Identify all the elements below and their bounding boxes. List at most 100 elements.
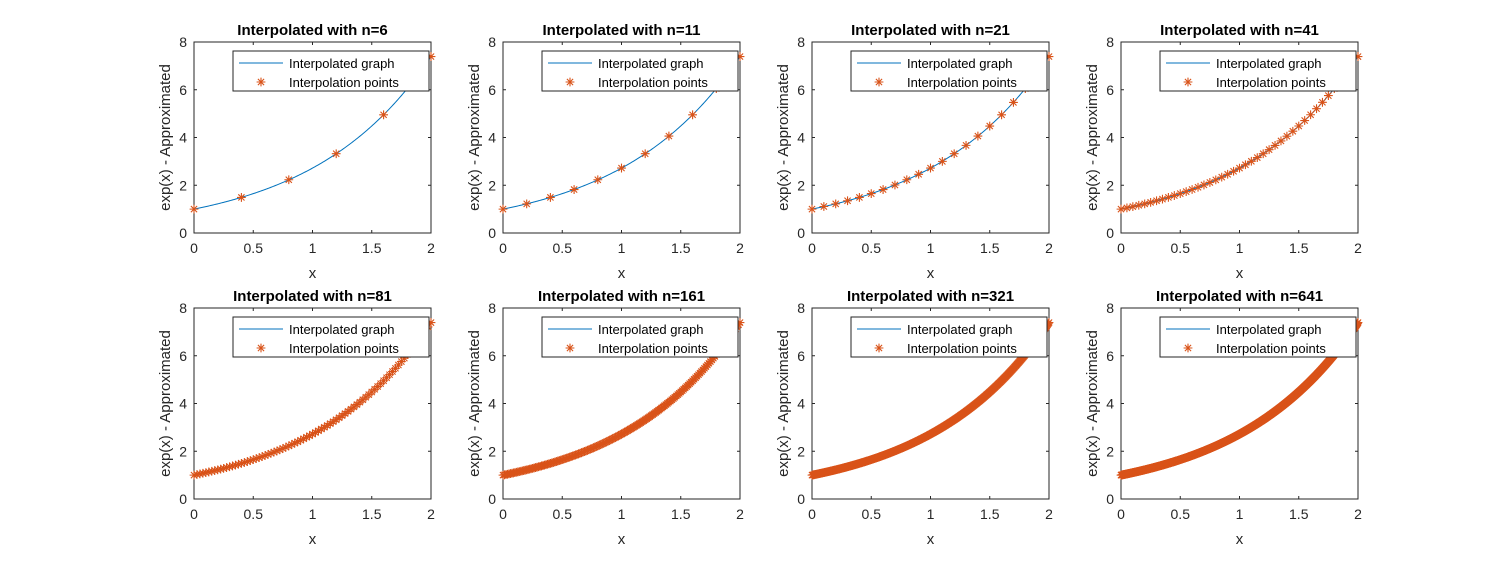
y-tick-label: 6 [179,348,187,364]
interpolation-point [565,343,575,353]
y-tick-label: 8 [488,34,496,50]
legend: Interpolated graph Interpolation points [1159,50,1357,92]
interpolation-point [192,470,202,479]
interpolation-point [1223,169,1233,179]
interpolation-point [316,424,326,434]
interpolation-point [319,422,329,432]
interpolation-point [284,441,294,451]
x-axis-label: x [309,531,317,548]
interpolation-point [997,110,1006,120]
interpolation-point [256,77,266,87]
subplot-21: 0 0.5 1 1.5 2 0 2 4 6 8 Interpolated with n=21 x exp… [775,22,1054,282]
legend-label: Interpolated graph [598,56,704,71]
interpolation-point [284,175,294,185]
interpolation-point [588,443,598,453]
x-tick-label: 0.5 [244,506,264,522]
x-tick-label: 1 [927,240,935,256]
x-tick-label: 0 [499,506,507,522]
interpolation-point [325,419,335,428]
legend-label: Interpolation points [907,75,1017,90]
interpolation-point [640,149,650,159]
interpolation-point [1134,200,1144,210]
y-tick-label: 4 [797,130,805,146]
x-tick-label: 0 [499,240,507,256]
x-axis-label: x [618,531,626,548]
interpolation-point [902,175,912,185]
interpolation-point [937,156,947,166]
interpolation-point [231,460,240,470]
interpolation-point [239,458,249,467]
x-tick-label: 1 [309,506,317,522]
interpolation-point [578,447,588,457]
subplot-title: Interpolated with n=81 [233,288,392,305]
interpolation-point [574,449,583,459]
interpolation-point [322,421,332,430]
y-tick-label: 4 [488,396,496,412]
interpolation-point [1229,166,1238,176]
x-tick-label: 2 [427,506,435,522]
interpolation-point [593,175,603,185]
interpolation-point [1318,97,1327,107]
legend-box [232,316,430,358]
interpolation-point [308,429,317,439]
x-tick-label: 2 [736,506,744,522]
y-tick-label: 4 [488,130,496,146]
interpolation-point [1353,318,1363,327]
legend-box [232,50,430,92]
interpolation-point [207,466,217,476]
x-axis-label: x [927,265,935,282]
x-tick-label: 1 [1236,506,1244,522]
interpolation-point [585,444,595,454]
subplot-title: Interpolated with n=11 [543,22,701,39]
x-tick-label: 1.5 [671,240,691,256]
interpolation-point [228,461,237,471]
y-tick-label: 8 [797,34,805,50]
x-tick-label: 0.5 [1171,240,1191,256]
y-axis-label: exp(x) - Approximated [1084,330,1101,477]
interpolation-point [1187,185,1197,194]
y-tick-label: 0 [179,491,187,507]
interpolation-point [855,193,864,202]
interpolation-point [189,204,199,214]
x-tick-label: 2 [1354,240,1362,256]
interpolation-point [878,185,888,194]
interpolation-point [587,444,597,453]
interpolation-point [287,440,297,449]
legend-box [850,50,1048,92]
y-tick-label: 6 [1106,82,1114,98]
interpolation-point [399,353,409,363]
x-tick-label: 0 [1117,506,1125,522]
x-tick-label: 1.5 [1289,240,1309,256]
y-axis-label: exp(x) - Approximated [775,330,792,477]
interpolation-point [1288,126,1298,136]
x-tick-label: 0.5 [553,240,573,256]
x-tick-label: 0.5 [862,506,882,522]
subplot-161: 0 0.5 1 1.5 2 0 2 4 6 8 Interpolated with n=161 x ex… [466,288,745,548]
interpolation-point [583,445,592,455]
interpolation-point [1353,52,1363,61]
interpolation-point [664,131,674,141]
x-tick-label: 1.5 [362,506,382,522]
x-tick-label: 2 [1045,240,1053,256]
legend-label: Interpolated graph [289,322,395,337]
interpolation-point [498,204,508,214]
y-tick-label: 0 [1106,491,1114,507]
interpolation-point [1044,318,1054,327]
interpolation-point [1128,202,1138,212]
y-tick-label: 6 [179,82,187,98]
interpolation-point [569,185,579,194]
interpolation-point [305,431,314,441]
subplot-title: Interpolated with n=321 [847,288,1014,305]
interpolation-point [735,52,745,61]
y-tick-label: 8 [179,300,187,316]
interpolation-point [914,169,924,179]
legend-label: Interpolated graph [907,56,1013,71]
interpolation-point [290,438,300,448]
y-tick-label: 2 [797,443,805,459]
interpolation-point [1199,180,1209,190]
legend-label: Interpolation points [1216,341,1326,356]
interpolation-points-series [498,318,745,480]
interpolation-point [293,437,303,447]
interpolation-point [575,448,585,458]
interpolation-point [198,468,208,478]
